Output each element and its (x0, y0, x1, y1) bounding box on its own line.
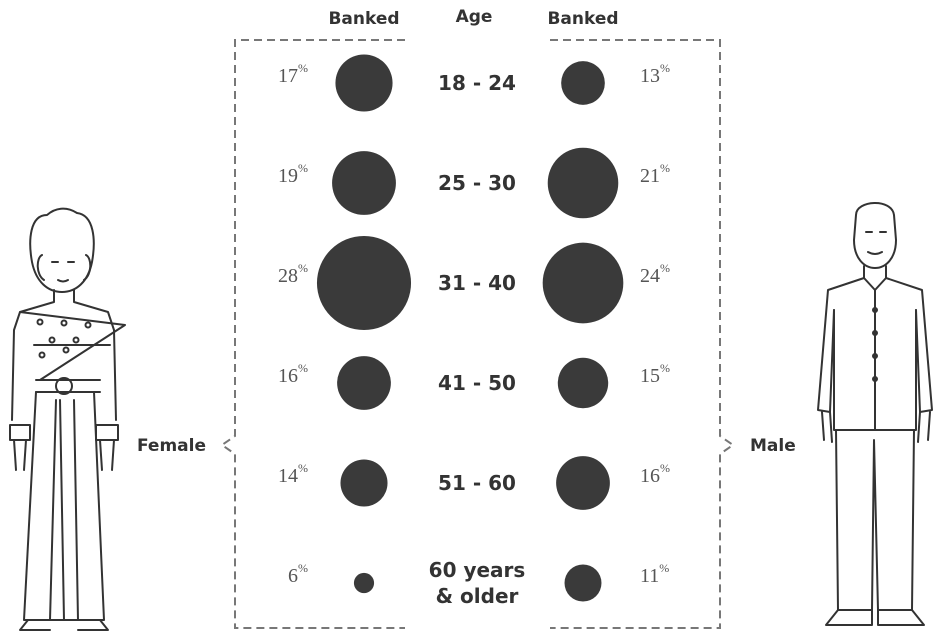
value-label: 24% (640, 261, 670, 287)
bubble (543, 243, 624, 324)
bubble (548, 148, 619, 219)
column-header: Banked (547, 9, 618, 29)
age-label: 25 - 30 (417, 170, 537, 196)
value-label: 28% (278, 261, 308, 287)
bubble (561, 61, 605, 105)
male-bracket (550, 40, 733, 628)
infographic: Banked Age Banked Female Male 17% 19% 28% 1… (0, 0, 937, 636)
male-figure (818, 203, 932, 625)
value-label: 17% (278, 61, 308, 87)
bubble (332, 151, 396, 215)
bubble (337, 356, 391, 410)
value-label: 6% (288, 561, 308, 587)
age-label: 31 - 40 (417, 270, 537, 296)
value-label: 16% (278, 361, 308, 387)
bubble (565, 565, 602, 602)
value-label: 16% (640, 461, 670, 487)
bubble (317, 236, 411, 330)
bubble (340, 459, 387, 506)
female-figure (10, 209, 125, 630)
value-label: 11% (640, 561, 669, 587)
value-label: 21% (640, 161, 670, 187)
series-label: Male (750, 436, 796, 456)
age-label: 41 - 50 (417, 370, 537, 396)
age-label: 60 years & older (417, 557, 537, 609)
column-header: Banked (328, 9, 399, 29)
value-label: 19% (278, 161, 308, 187)
value-label: 15% (640, 361, 670, 387)
age-label: 51 - 60 (417, 470, 537, 496)
age-label: 18 - 24 (417, 70, 537, 96)
bubble (354, 573, 374, 593)
column-header: Age (456, 7, 493, 27)
series-label: Female (137, 436, 206, 456)
value-label: 14% (278, 461, 308, 487)
bubble (335, 54, 392, 111)
value-label: 13% (640, 61, 670, 87)
female-bracket (222, 40, 405, 628)
bubble (558, 358, 608, 408)
bubble (556, 456, 610, 510)
